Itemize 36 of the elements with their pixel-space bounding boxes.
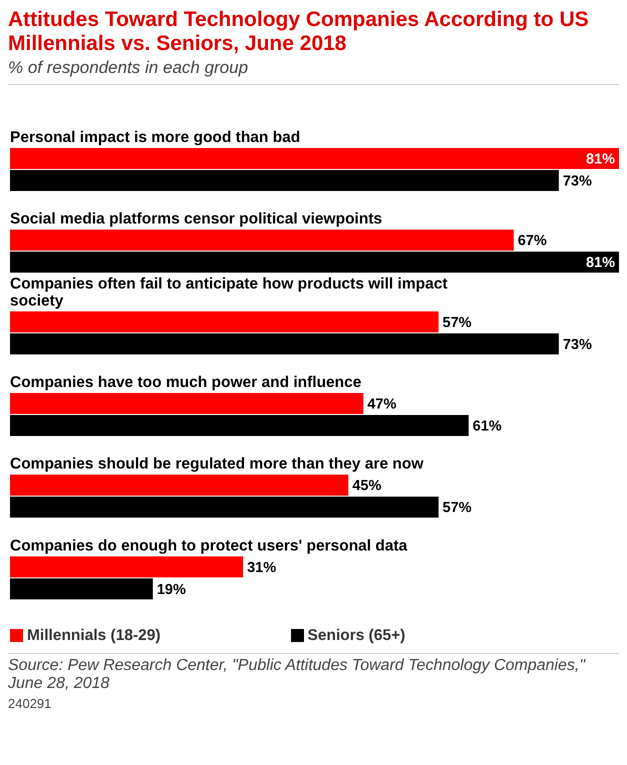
y-tick-label: Companies should be regulated more than they are now (10, 456, 424, 473)
bar (10, 578, 153, 600)
legend-label: Seniors (65+) (308, 627, 406, 644)
bar (10, 311, 439, 332)
data-label: 81% (586, 255, 616, 272)
bar (10, 230, 514, 251)
y-tick-label: Companies often fail to anticipate how products will impact society (10, 275, 448, 310)
y-tick-label: Companies do enough to protect users' personal data (10, 537, 408, 554)
y-tick-label: Companies have too much power and influence (10, 374, 362, 391)
bar (10, 148, 619, 169)
bar (10, 496, 439, 518)
text: 240291 (8, 696, 52, 711)
chart-subtitle: % of respondents in each group (8, 58, 250, 78)
data-label: 31% (247, 560, 276, 576)
data-label: 73% (562, 336, 592, 353)
data-label: 57% (442, 314, 472, 331)
y-tick-label: Personal impact is more good than bad (10, 129, 300, 146)
legend-label: Millennials (18-29) (27, 627, 161, 644)
data-label: 61% (472, 418, 502, 434)
data-label: 47% (367, 396, 396, 412)
source-note: Source: Pew Research Center, "Public Attitudes Toward Technology Companies," June 28, 2018 (8, 657, 587, 693)
bar (10, 252, 619, 273)
data-label: 57% (442, 500, 472, 516)
bar (10, 393, 364, 414)
chart-title: Attitudes Toward Technology Companies According to US Millennials vs. Seniors, June 2018 (8, 8, 590, 56)
bar (10, 415, 469, 436)
bar (10, 170, 559, 191)
bar (10, 556, 244, 578)
bar (10, 474, 348, 496)
data-label: 73% (562, 174, 592, 190)
data-label: 81% (586, 152, 616, 168)
y-tick-label: Social media platforms censor political viewpoints (10, 210, 382, 228)
bar (10, 333, 559, 354)
data-label: 19% (156, 582, 186, 598)
data-label: 45% (352, 478, 382, 494)
data-label: 67% (518, 233, 547, 250)
